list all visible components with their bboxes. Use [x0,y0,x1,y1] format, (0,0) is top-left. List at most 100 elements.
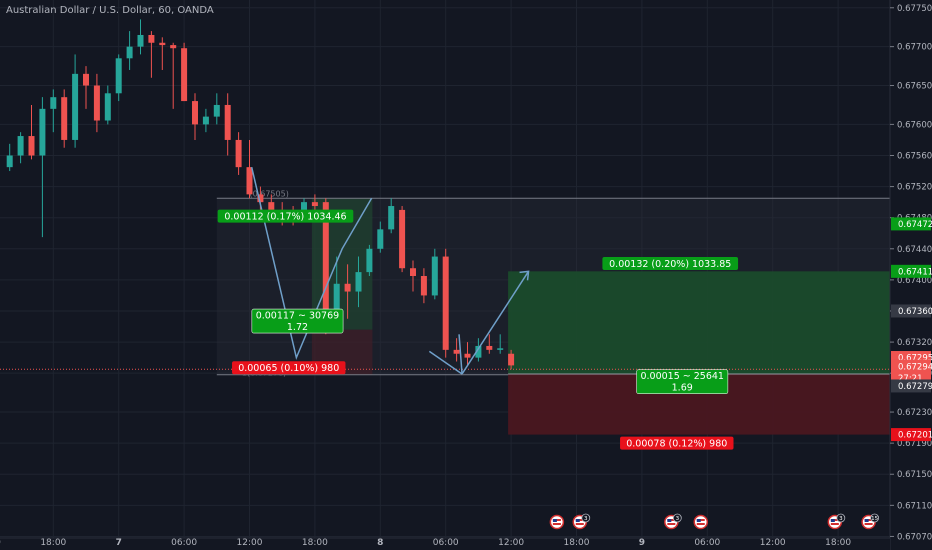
flag-stripe [696,523,705,525]
range-top-label: (0.67505) [250,189,289,198]
price-tick-label: 0.67230 [897,408,932,418]
flag-stripe [667,523,676,525]
current-profit-label-box [602,257,739,271]
time-tick-label: 18:00 [302,538,328,548]
candle-body [442,256,449,350]
candle-body [377,229,384,249]
candle-body [388,206,395,230]
price-tick-label: 0.67150 [897,470,932,480]
flag-canton [575,519,580,522]
price-tag-label: 0.67279 [898,382,932,392]
time-tick-label: 12:00 [760,538,786,548]
candle-body [192,101,198,125]
candle-body [344,283,351,292]
price-tick-label: 0.67650 [897,82,932,92]
candle-body [486,345,493,350]
candle-body [235,139,242,168]
candle-body [83,73,89,86]
current-stop-label: 0.00078 (0.12%) 980 [626,439,727,450]
price-tag-box [891,379,931,393]
time-tick-label: 06:00 [171,538,197,548]
candle-body [355,272,362,292]
time-tick-label: 12:00 [237,538,263,548]
past-center-label-ratio: 1.72 [287,322,308,333]
candle-body [257,194,264,203]
price-tick-label: 0.67070 [897,532,932,542]
candle-body [333,283,340,327]
time-tick-label: 12:00 [498,538,524,548]
price-tick-label: 0.67110 [897,501,932,511]
candle-body [148,34,155,43]
candle-body [213,104,220,117]
candle-body [453,349,460,354]
candle-body [268,202,275,210]
event-count-label: 3 [676,516,680,522]
time-tick-label: 18:00 [825,538,851,548]
price-tick-label: 0.67320 [897,338,932,348]
arrow-segment-down[interactable] [458,334,463,375]
price-tag-label: 0.67294 [898,362,932,372]
price-tag-label: 0.67295 [898,354,932,364]
candle-body [224,104,231,140]
flag-stripe [575,523,584,525]
candle-body [420,275,427,296]
short-path-line[interactable] [428,350,463,375]
price-tag-box [891,304,931,318]
current-stop-label-box [620,436,734,450]
current-center-label-ratio: 1.69 [672,383,693,394]
time-axis[interactable] [0,538,890,550]
price-tag-box [891,428,931,442]
time-tick-label: 12:00 [0,538,1,548]
projection-arrow[interactable] [461,270,530,375]
candle-body [322,202,329,327]
time-tick-label: 7 [116,538,122,548]
candle-body [202,116,209,125]
price-tick-label: 0.67190 [897,439,932,449]
candle-body [311,202,318,207]
candle-body [246,167,253,195]
candle-body [464,353,471,358]
projection-arrow-head [519,270,530,281]
candle-body [93,85,100,121]
time-tick-label: 9 [639,538,645,548]
event-count-label: 15 [871,516,878,522]
current-profit-zone[interactable] [508,271,890,374]
event-count-label: 3 [584,516,588,522]
past-path-line[interactable] [250,166,373,361]
price-tag-label: 0.67411 [898,267,932,277]
candle-body [399,209,406,269]
candle-body [28,136,35,156]
price-tick-label: 0.67560 [897,151,932,161]
time-tick-label: 18:00 [564,538,590,548]
candle-body [72,73,79,140]
flag-stripe [864,523,873,525]
time-tick-label: 06:00 [433,538,459,548]
current-profit-label: 0.00132 (0.20%) 1033.85 [609,259,731,270]
flag-stripe [830,523,839,525]
price-tag-box [891,359,931,373]
price-tick-label: 0.67520 [897,183,932,193]
chart-title: Australian Dollar / U.S. Dollar, 60, OAN… [6,5,214,16]
candle-body [17,136,24,156]
past-center-label-box [251,308,344,334]
candle-body [181,48,188,102]
price-tag-label: 0.67360 [898,307,932,317]
candle-body [6,155,13,168]
current-center-label: 0.00015 ~ 25641 [640,371,724,382]
candle-body [61,97,68,140]
flag-canton [696,519,701,522]
candle-body [137,34,144,47]
candle-body [170,45,177,49]
flag-canton [864,519,869,522]
price-tag-label: 27:21 [898,374,923,384]
candle-body [431,256,438,296]
candle-body [366,248,373,273]
price-tag-label: 0.67472 [898,220,932,230]
candle-body [104,93,111,121]
flag-canton [552,519,557,522]
price-tick-label: 0.67700 [897,43,932,53]
candle-body [475,345,482,358]
flag-stripe [552,523,561,525]
